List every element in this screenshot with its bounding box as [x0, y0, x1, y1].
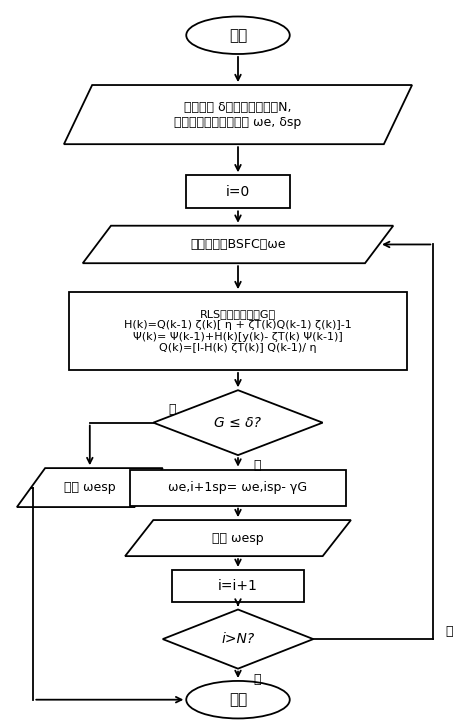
Text: 结束: 结束 — [229, 692, 247, 707]
Text: 是: 是 — [169, 403, 176, 416]
Polygon shape — [163, 609, 313, 669]
Bar — [172, 570, 304, 601]
Text: 否: 否 — [445, 625, 453, 638]
Text: 输入阈值 δ，最大迭代次数N,
发动机转速初始设定值 ωe, δsp: 输入阈值 δ，最大迭代次数N, 发动机转速初始设定值 ωe, δsp — [174, 100, 302, 129]
Text: i=i+1: i=i+1 — [218, 579, 258, 593]
Text: 输出 ωesp: 输出 ωesp — [212, 531, 264, 545]
Text: 是: 是 — [253, 673, 260, 686]
Text: i>N?: i>N? — [221, 632, 255, 646]
Text: i=0: i=0 — [226, 185, 250, 198]
Text: 开始: 开始 — [229, 28, 247, 43]
Bar — [69, 292, 407, 370]
Bar — [186, 175, 290, 209]
Polygon shape — [153, 390, 323, 455]
Polygon shape — [64, 85, 412, 144]
Bar — [130, 470, 346, 505]
Text: G ≤ δ?: G ≤ δ? — [215, 416, 261, 430]
Text: ωe,i+1sp= ωe,isp- γG: ωe,i+1sp= ωe,isp- γG — [169, 481, 307, 494]
Text: 否: 否 — [253, 459, 260, 473]
Text: 输入发动机BSFC，ωe: 输入发动机BSFC，ωe — [190, 238, 286, 251]
Text: RLS方法估计梯度G：
H(k)=Q(k-1) ζ(k)[ η + ζT(k)Q(k-1) ζ(k)]-1
Ψ(k)= Ψ(k-1)+H(k)[y(k)- ζT: RLS方法估计梯度G： H(k)=Q(k-1) ζ(k)[ η + ζT(k)Q… — [124, 309, 352, 353]
Text: 输出 ωesp: 输出 ωesp — [64, 481, 116, 494]
Polygon shape — [83, 225, 393, 263]
Ellipse shape — [186, 17, 290, 54]
Polygon shape — [17, 468, 163, 507]
Polygon shape — [125, 520, 351, 556]
Ellipse shape — [186, 681, 290, 718]
